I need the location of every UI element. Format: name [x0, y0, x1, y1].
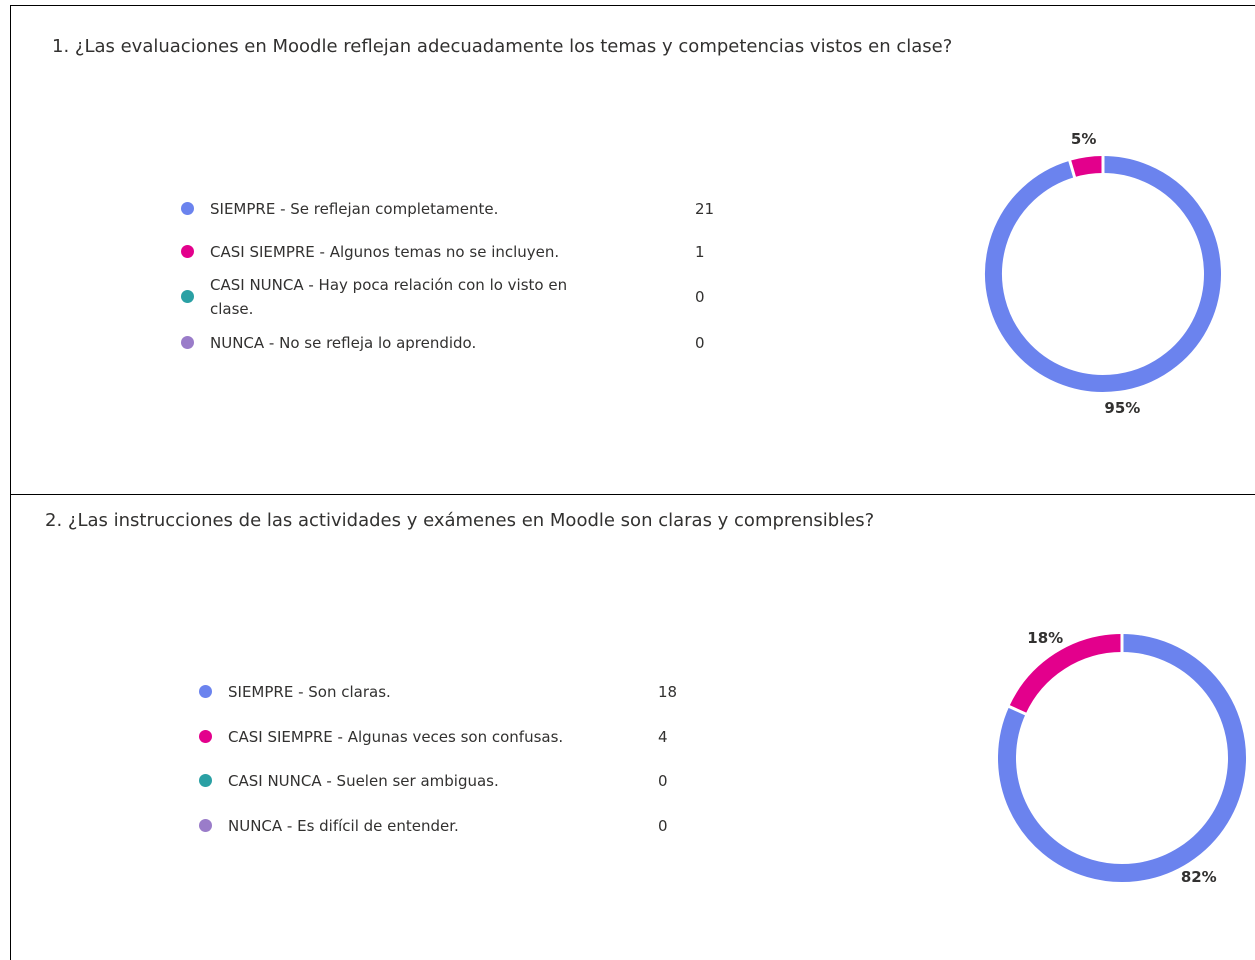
legend-label: CASI SIEMPRE - Algunos temas no se inclu… [210, 243, 560, 261]
legend-dot [181, 202, 194, 215]
legend-count: 0 [658, 772, 668, 790]
frame-left [10, 5, 11, 960]
legend-dot [181, 245, 194, 258]
legend-label: NUNCA - No se refleja lo aprendido. [210, 334, 477, 352]
legend-label: NUNCA - Es difícil de entender. [228, 817, 459, 835]
legend-count: 0 [695, 334, 705, 352]
legend-count: 1 [695, 243, 705, 261]
legend-count: 18 [658, 683, 678, 701]
legend-count: 4 [658, 728, 668, 746]
slice-label: 82% [1181, 868, 1217, 886]
question-title: 2. ¿Las instrucciones de las actividades… [45, 510, 875, 531]
slice-separator [1007, 704, 1028, 716]
legend-dot [181, 290, 194, 303]
legend-dot [181, 336, 194, 349]
slice-label: 5% [1071, 130, 1096, 148]
divider [10, 494, 1255, 495]
legend-dot [199, 819, 212, 832]
donut-slice [1069, 156, 1104, 178]
donut-slice [985, 156, 1221, 392]
legend-count: 0 [695, 288, 705, 306]
donut-slice [998, 634, 1246, 882]
donut-slice [1009, 634, 1123, 715]
slice-label: 95% [1104, 399, 1140, 417]
legend-dot [199, 730, 212, 743]
legend-label: SIEMPRE - Son claras. [228, 683, 391, 701]
slice-label: 18% [1027, 629, 1063, 647]
legend-label: SIEMPRE - Se reflejan completamente. [210, 200, 499, 218]
legend-count: 21 [695, 200, 715, 218]
slice-separator [1068, 159, 1077, 179]
legend-label: CASI NUNCA - Suelen ser ambiguas. [228, 772, 499, 790]
legend-count: 0 [658, 817, 668, 835]
legend-label: CASI NUNCA - Hay poca relación con lo vi… [210, 276, 568, 318]
question-title: 1. ¿Las evaluaciones en Moodle reflejan … [52, 36, 953, 57]
legend-dot [199, 774, 212, 787]
legend-dot [199, 685, 212, 698]
legend-label: CASI SIEMPRE - Algunas veces son confusa… [228, 728, 564, 746]
frame-top [10, 5, 1255, 6]
